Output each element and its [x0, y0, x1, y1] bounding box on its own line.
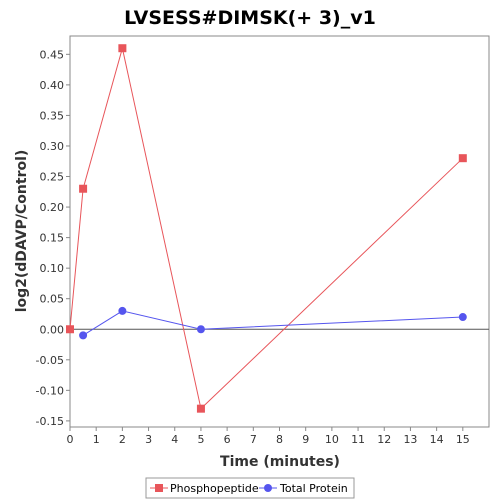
y-tick-label: 0.20	[40, 201, 65, 214]
x-tick-label: 6	[224, 433, 231, 446]
y-tick-label: 0.25	[40, 171, 65, 184]
x-tick-label: 12	[377, 433, 391, 446]
x-tick-label: 10	[325, 433, 339, 446]
y-tick-label: 0.35	[40, 109, 65, 122]
data-point-total-protein	[196, 325, 205, 334]
y-tick-label: -0.15	[36, 415, 64, 428]
x-tick-label: 13	[403, 433, 417, 446]
y-tick-label: 0.40	[40, 79, 65, 92]
y-tick-label: 0.00	[40, 323, 65, 336]
chart-title: LVSESS#DIMSK(+ 3)_v1	[124, 7, 376, 29]
data-point-phosphopeptide	[79, 184, 88, 193]
x-tick-label: 4	[171, 433, 178, 446]
x-tick-label: 14	[430, 433, 444, 446]
x-tick-label: 7	[250, 433, 257, 446]
data-point-phosphopeptide	[66, 325, 74, 334]
series-layer	[66, 44, 467, 413]
legend-box	[145, 477, 355, 499]
y-tick-label: 0.30	[40, 140, 65, 153]
legend-label-phosphopeptide: Phosphopeptide	[170, 482, 259, 495]
legend-marker-phosphopeptide	[155, 484, 163, 492]
y-tick-label: -0.05	[36, 354, 64, 367]
data-point-phosphopeptide	[458, 154, 467, 163]
legend: Phosphopeptide Total Protein	[145, 477, 355, 499]
y-tick-label: 0.45	[40, 48, 65, 61]
data-point-total-protein	[118, 306, 127, 315]
x-axis: 0 1 2 3 4 5 6 7 8 9 10 11 12 13 14 15	[67, 427, 470, 446]
legend-label-total-protein: Total Protein	[279, 482, 348, 495]
series-line-total-protein	[82, 310, 463, 336]
data-point-phosphopeptide	[196, 404, 205, 413]
y-tick-label: -0.10	[36, 384, 64, 397]
plot-area	[69, 35, 490, 428]
data-point-total-protein	[79, 331, 88, 340]
x-tick-label: 1	[93, 433, 100, 446]
y-axis-label: log2(dDAVP/Control)	[14, 150, 30, 313]
x-axis-label: Time (minutes)	[220, 454, 340, 470]
data-point-total-protein	[458, 313, 467, 322]
x-tick-label: 9	[302, 433, 309, 446]
y-axis: -0.15 -0.10 -0.05 0.00 0.05 0.10 0.15 0.20 0.25 0…	[36, 48, 70, 428]
legend-marker-total-protein	[264, 484, 272, 492]
data-point-phosphopeptide	[118, 44, 127, 53]
x-tick-label: 11	[351, 433, 365, 446]
y-tick-label: 0.10	[40, 262, 65, 275]
x-tick-label: 5	[197, 433, 204, 446]
x-tick-label: 8	[276, 433, 283, 446]
y-tick-label: 0.15	[40, 232, 65, 245]
x-tick-label: 2	[119, 433, 126, 446]
x-tick-label: 3	[145, 433, 152, 446]
y-tick-label: 0.05	[40, 293, 65, 306]
x-tick-label: 0	[67, 433, 74, 446]
x-tick-label: 15	[456, 433, 470, 446]
